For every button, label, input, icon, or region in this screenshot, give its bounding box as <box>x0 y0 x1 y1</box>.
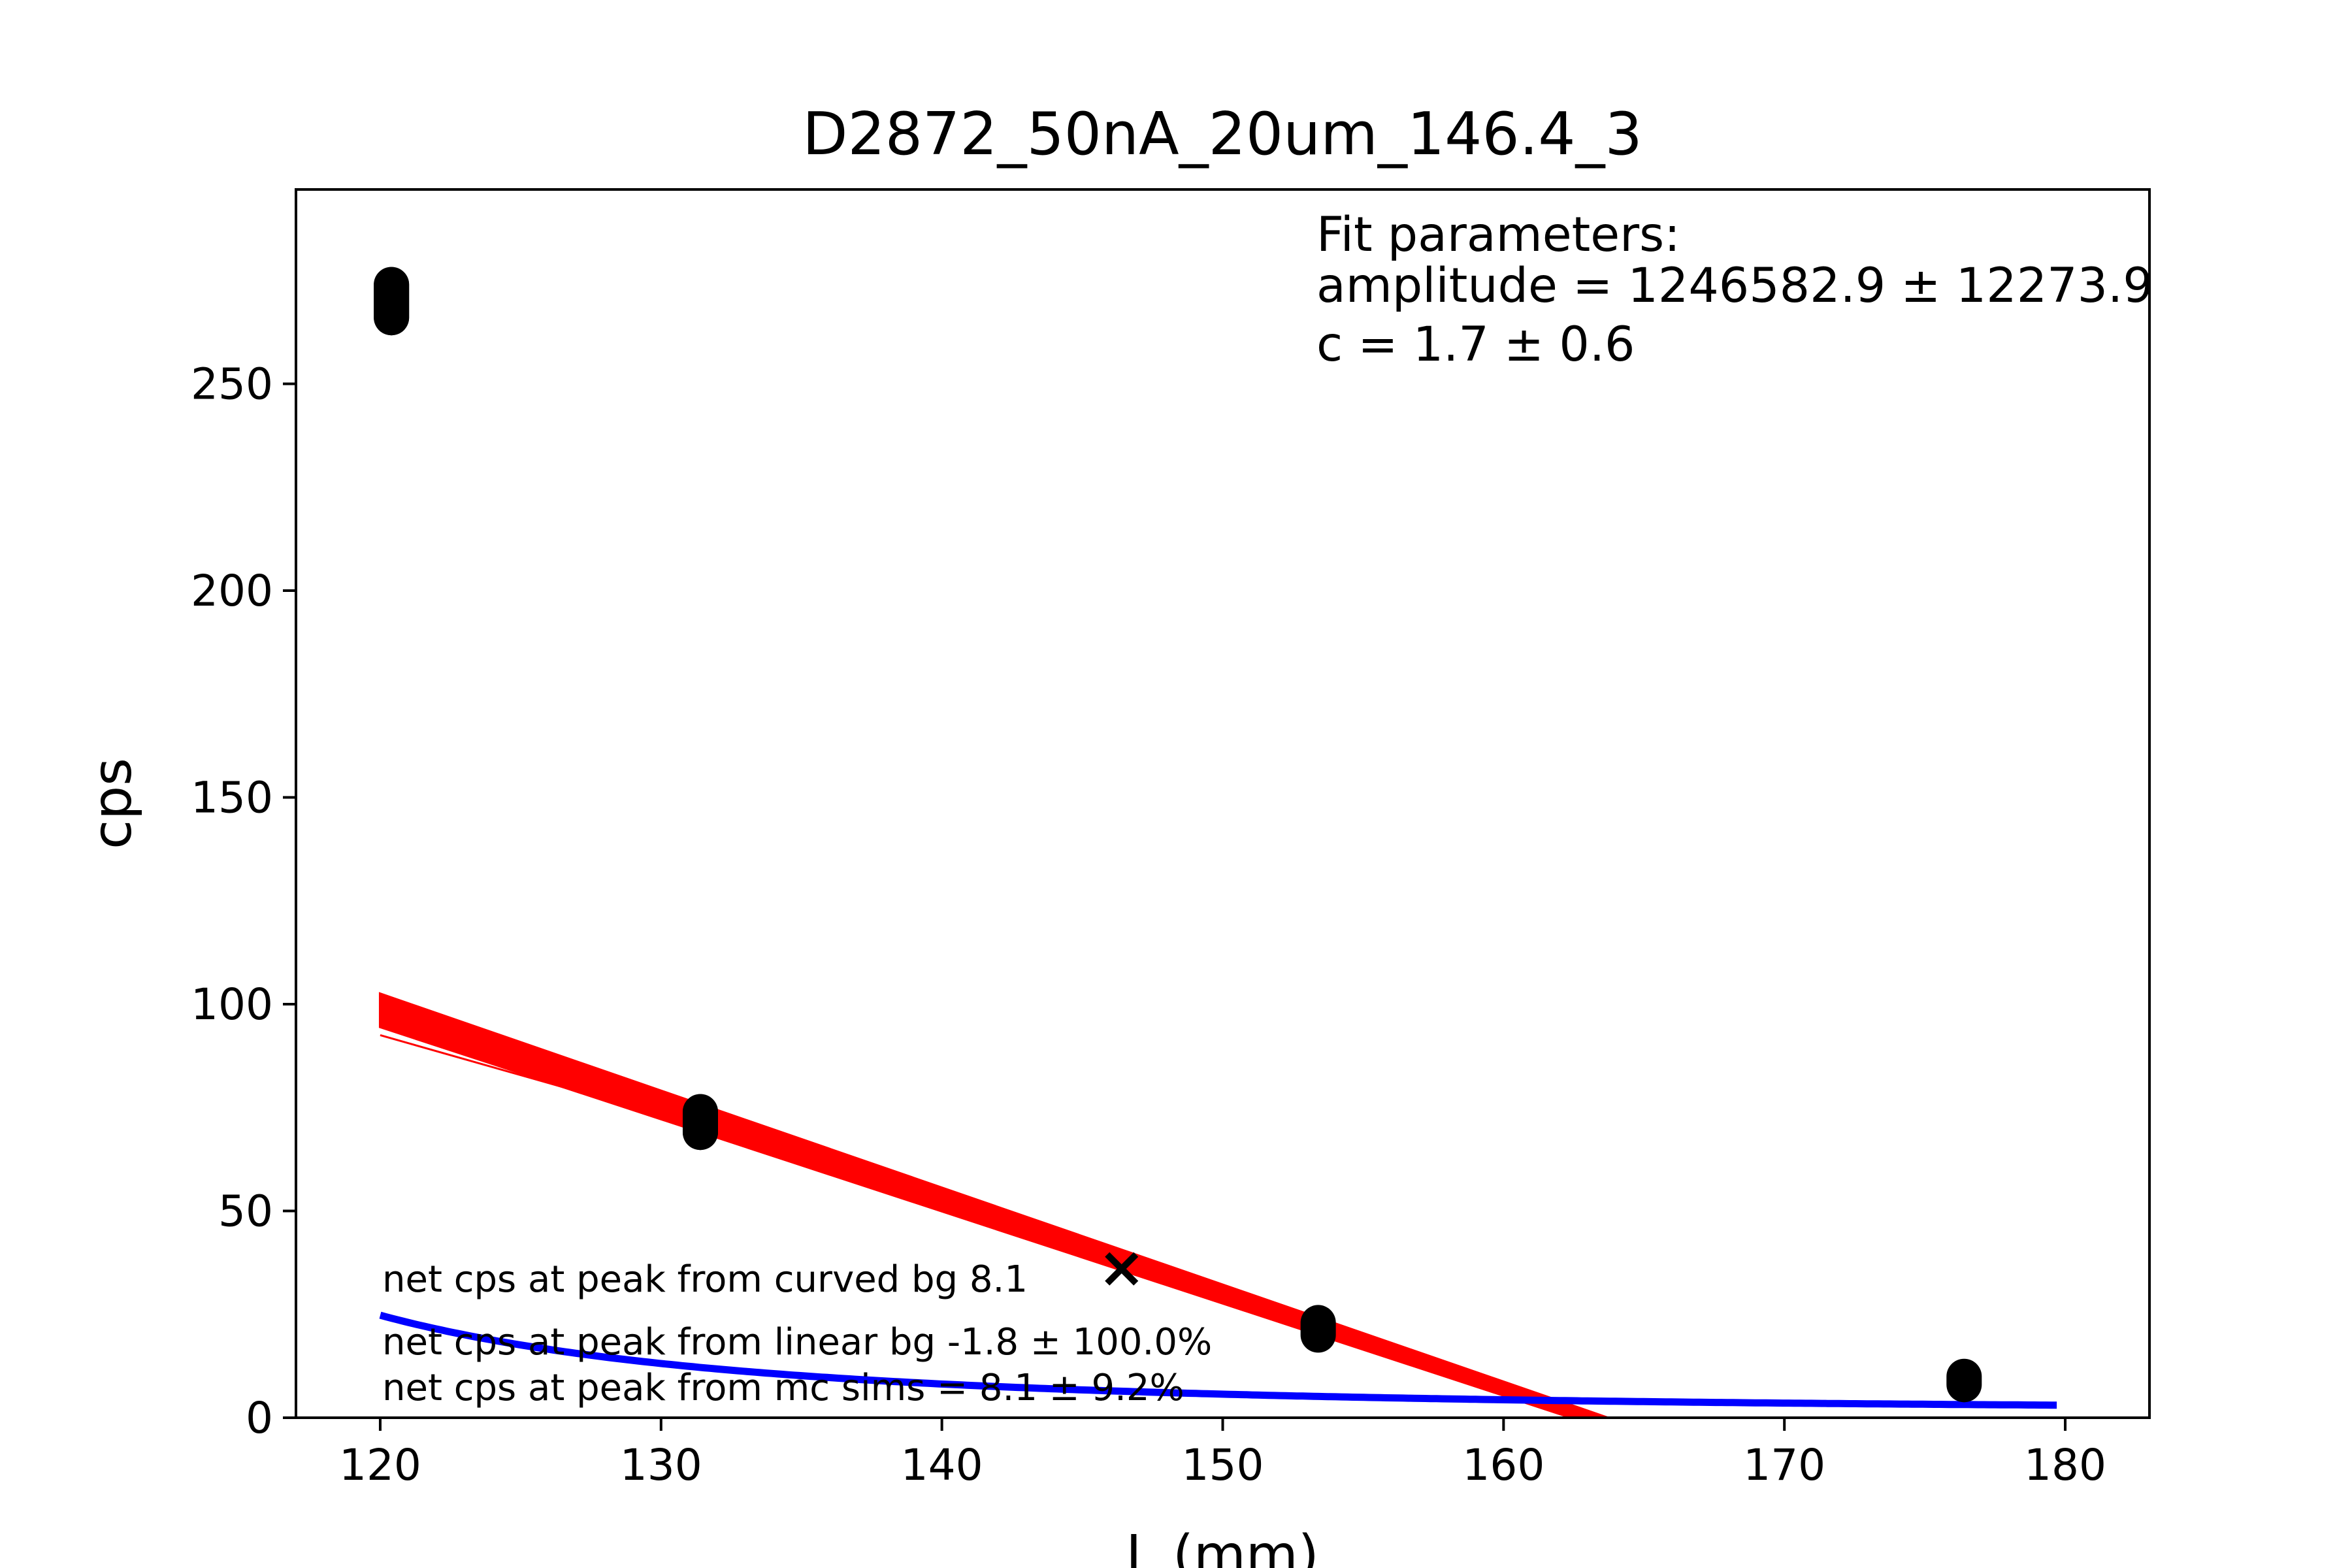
y-axis-label: cps <box>82 758 144 849</box>
y-tick-label: 100 <box>191 979 273 1030</box>
fit-parameters-heading: Fit parameters: <box>1316 207 1680 263</box>
plot-area <box>374 267 2057 1418</box>
x-tick-label: 140 <box>901 1440 983 1490</box>
x-tick-label: 120 <box>339 1440 421 1490</box>
measured-point <box>1300 1305 1336 1353</box>
fit-amplitude-text: amplitude = 1246582.9 ± 12273.9 <box>1316 258 2153 314</box>
x-tick-label: 130 <box>620 1440 702 1490</box>
curve-layer <box>379 1311 2057 1409</box>
measured-point <box>1946 1358 1982 1403</box>
x-tick-label: 160 <box>1462 1440 1544 1490</box>
plot-frame <box>295 188 2151 1419</box>
x-tick-label: 150 <box>1182 1440 1264 1490</box>
x-axis-label: L (mm) <box>1126 1524 1319 1568</box>
measured-point <box>682 1094 718 1151</box>
linear-bg-band <box>378 992 1609 1418</box>
y-tick-label: 250 <box>191 359 273 410</box>
x-tick-label: 180 <box>2024 1440 2106 1490</box>
annotation-mc-sims: net cps at peak from mc sims = 8.1 ± 9.2… <box>382 1367 1184 1409</box>
fit-c-text: c = 1.7 ± 0.6 <box>1316 317 1635 372</box>
measured-point <box>374 267 410 336</box>
y-tick-label: 0 <box>246 1393 273 1443</box>
curved-bg-fit-line <box>379 1311 2057 1409</box>
y-axis-ticks: 0 50 100 150 200 250 <box>191 359 296 1443</box>
y-tick-label: 150 <box>191 773 273 823</box>
annotation-curved-bg: net cps at peak from curved bg 8.1 <box>382 1258 1028 1301</box>
peak-marker-stroke <box>1105 1252 1139 1286</box>
x-axis-ticks: 120 130 140 150 160 170 180 <box>339 1418 2106 1490</box>
linear-bg-thin-line <box>380 1034 701 1128</box>
y-tick-label: 50 <box>218 1186 273 1237</box>
annotation-linear-bg: net cps at peak from linear bg -1.8 ± 10… <box>382 1321 1212 1364</box>
y-tick-label: 200 <box>191 566 273 616</box>
points-layer <box>374 267 1982 1403</box>
chart-title: D2872_50nA_20um_146.4_3 <box>802 100 1642 169</box>
x-tick-label: 170 <box>1743 1440 1825 1490</box>
linear-band-layer <box>378 992 1609 1418</box>
